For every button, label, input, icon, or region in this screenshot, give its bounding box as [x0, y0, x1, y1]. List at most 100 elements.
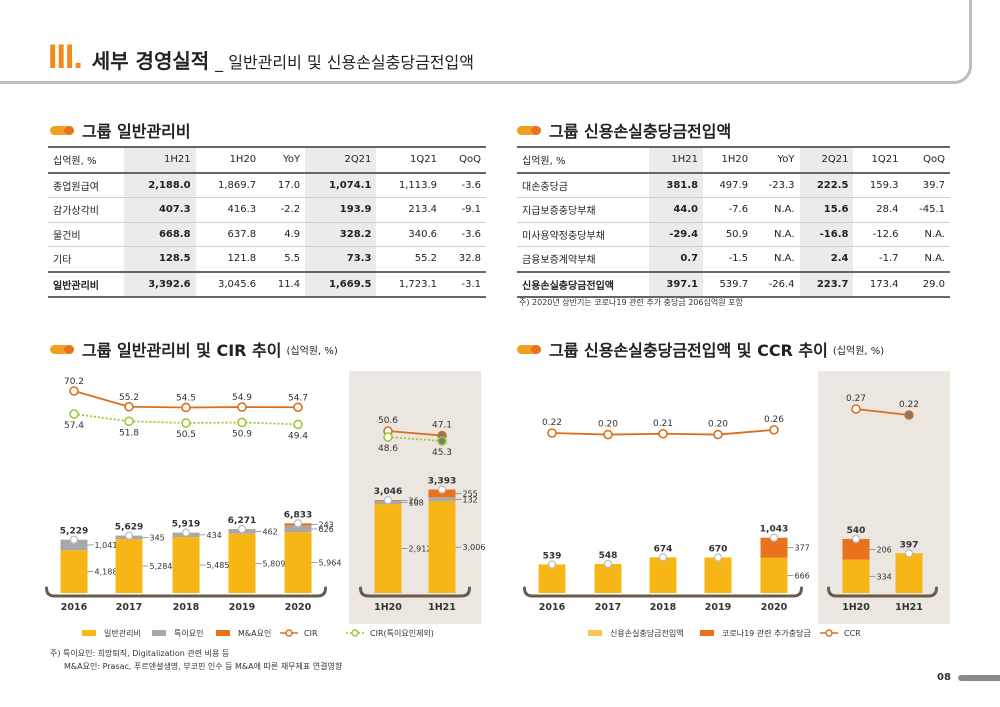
line-value-label: 57.4 — [64, 421, 84, 431]
bar-2017-1 — [115, 535, 143, 540]
line-point — [237, 402, 247, 412]
sga-table-row-label: 일반관리비 — [48, 270, 125, 298]
sga-table-cell: 32.8 — [442, 246, 486, 272]
sga-table-col-header: YoY — [261, 146, 306, 174]
credit-table-cell: 397.1 — [649, 270, 704, 298]
line-CIR(특이요인제외) — [387, 436, 443, 442]
top-marker — [547, 560, 557, 569]
data-label: 206 — [877, 545, 892, 554]
data-label: 345 — [150, 533, 165, 542]
credit-table-cell: 381.8 — [649, 172, 704, 198]
page-number: 08 — [937, 672, 951, 683]
credit-table-cell: 0.7 — [649, 246, 704, 272]
credit-table-row: 금융보증계약부채 0.7 -1.5 N.A. 2.4 -1.7 N.A. — [517, 246, 950, 272]
total-label: 539 — [543, 551, 562, 561]
sga-table-row-label: 종업원급여 — [48, 172, 125, 198]
line-point — [69, 409, 79, 419]
line-value-label: 70.2 — [64, 377, 84, 387]
data-label: 1,041 — [95, 541, 118, 550]
line-value-label: 50.9 — [232, 429, 252, 439]
sga-table-header-row: 십억원, % 1H21 1H20 YoY 2Q21 1Q21 QoQ — [48, 146, 486, 174]
legend-label: CIR(특이요인제외) — [370, 628, 434, 638]
line-value-label: 0.21 — [653, 419, 673, 429]
credit-chart-heading: 그룹 신용손실충당금전입액 및 CCR 추이 (십억원, %) — [517, 337, 884, 361]
credit-table-col-header: 1Q21 — [853, 146, 904, 174]
line-CCR — [855, 408, 910, 416]
data-label: 5,284 — [150, 562, 173, 571]
header-frame — [0, 0, 972, 84]
total-label: 1,043 — [760, 525, 788, 535]
sga-table-cell: 3,045.6 — [195, 270, 262, 298]
total-label: 6,833 — [284, 510, 312, 520]
line-point — [293, 419, 303, 430]
credit-table-cell: 222.5 — [799, 172, 854, 198]
line-value-label: 0.22 — [542, 418, 562, 428]
sga-table-cell: 121.8 — [195, 246, 262, 272]
category-label: 1H20 — [842, 602, 870, 613]
line-value-label: 0.20 — [598, 420, 618, 430]
credit-table-col-header: QoQ — [903, 146, 950, 174]
sga-table-col-header: 1Q21 — [376, 146, 443, 174]
line-point — [124, 416, 134, 427]
total-label: 674 — [654, 544, 673, 554]
bar-1H20-1 — [842, 539, 870, 560]
sga-table-cell: 1,723.1 — [376, 270, 443, 298]
category-label: 2018 — [173, 602, 200, 613]
sga-table-row: 감가상각비 407.3 416.3 -2.2 193.9 213.4 -9.1 — [48, 197, 486, 223]
credit-table-row: 신용손실충당금전입액 397.1 539.7 -26.4 223.7 173.4 29.0 — [517, 270, 950, 298]
bar-2018-0 — [172, 537, 200, 593]
sga-table-cell: 416.3 — [195, 197, 262, 223]
line-point — [851, 404, 861, 414]
line-point — [437, 436, 447, 446]
sga-chart-heading: 그룹 일반관리비 및 CIR 추이 (십억원, %) — [50, 337, 338, 361]
line-value-label: 50.6 — [378, 416, 398, 426]
category-label: 2016 — [61, 602, 88, 613]
credit-table-cell: N.A. — [753, 222, 800, 247]
credit-table-row-label: 미사용약정충당부채 — [517, 222, 650, 247]
line-value-label: 47.1 — [432, 421, 452, 431]
total-label: 3,393 — [428, 477, 456, 487]
category-label: 2017 — [116, 602, 142, 613]
line-point — [383, 426, 393, 436]
top-marker — [603, 559, 613, 569]
sga-table-cell: 128.5 — [124, 246, 196, 272]
sga-table-cell: 5.5 — [261, 246, 306, 272]
section-title: 세부 경영실적 — [91, 49, 210, 73]
line-point — [904, 410, 914, 420]
bar-1H20-0 — [374, 504, 402, 593]
credit-table-row: 지급보증충당부채 44.0 -7.6 N.A. 15.6 28.4 -45.1 — [517, 197, 950, 223]
bar-2017-0 — [594, 563, 622, 593]
category-label: 2019 — [705, 602, 731, 613]
legend-label: 일반관리비 — [104, 628, 141, 638]
top-marker — [237, 524, 247, 534]
credit-table: 십억원, % 1H21 1H20 YoY 2Q21 1Q21 QoQ 대손충당금 381.8 49… — [517, 146, 950, 298]
line-CIR — [387, 430, 443, 437]
category-label: 1H21 — [895, 602, 923, 613]
line-point — [769, 425, 779, 435]
credit-table-cell: N.A. — [753, 197, 800, 223]
bar-1H20-1 — [374, 500, 402, 505]
axis-baseline — [359, 586, 471, 598]
credit-table-cell: 173.4 — [853, 270, 904, 298]
credit-table-cell: -1.5 — [703, 246, 754, 272]
sga-table-row-label: 감가상각비 — [48, 197, 125, 223]
total-label: 5,919 — [172, 520, 200, 530]
sga-table-cell: 407.3 — [124, 197, 196, 223]
credit-table-row: 대손충당금 381.8 497.9 -23.3 222.5 159.3 39.7 — [517, 172, 950, 198]
credit-table-cell: 15.6 — [799, 197, 854, 223]
sga-table-cell: 17.0 — [261, 172, 306, 198]
line-value-label: 0.27 — [846, 394, 866, 404]
line-point — [437, 430, 447, 441]
credit-table-cell: 39.7 — [903, 172, 950, 198]
sga-table-cell: 1,669.5 — [305, 270, 377, 298]
legend-marker — [351, 629, 359, 637]
sga-table-cell: 340.6 — [376, 222, 443, 247]
line-value-label: 49.4 — [288, 431, 308, 441]
legend-swatch — [216, 630, 230, 636]
category-label: 1H20 — [374, 602, 402, 613]
bar-1H21-1 — [428, 497, 456, 502]
category-label: 1H21 — [428, 602, 456, 613]
data-label: 132 — [463, 495, 478, 504]
line-value-label: 51.8 — [119, 428, 139, 438]
sga-table-cell: 4.9 — [261, 222, 306, 247]
